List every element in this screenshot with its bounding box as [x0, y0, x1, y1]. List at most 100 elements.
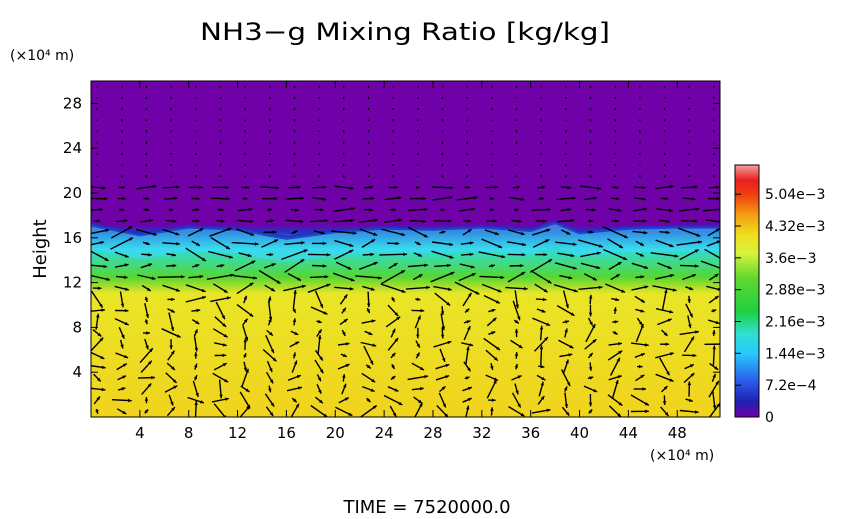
wind-vector [657, 318, 672, 326]
wind-vector [215, 301, 226, 320]
wind-vector [143, 208, 150, 212]
wind-vector [193, 374, 198, 381]
wind-vector [266, 360, 273, 373]
wind-vector [588, 294, 593, 305]
wind-vector [655, 373, 674, 382]
wind-vector [162, 228, 180, 236]
y-tick-label: 8 [72, 318, 82, 336]
wind-vector [114, 251, 129, 258]
wind-vector [485, 349, 499, 362]
wind-vector [361, 319, 376, 324]
wind-vector [162, 284, 181, 292]
wind-vector [316, 374, 322, 382]
wind-vector [239, 391, 251, 409]
wind-vector [712, 330, 716, 336]
wind-vector [483, 337, 501, 351]
wind-vector [635, 252, 645, 257]
wind-vector [362, 285, 375, 291]
wind-vector [435, 375, 450, 381]
wind-vector [162, 242, 180, 246]
wind-vector [117, 375, 127, 381]
wind-vector [454, 281, 480, 295]
wind-vector [238, 252, 252, 258]
wind-vector [385, 316, 401, 328]
wind-vector [632, 207, 648, 212]
y-tick-label: 16 [63, 229, 82, 247]
wind-vector [291, 360, 298, 373]
wind-vector [194, 352, 198, 359]
wind-vector [242, 196, 248, 201]
wind-vector [700, 260, 720, 269]
wind-vector [268, 296, 272, 303]
wind-vector [508, 196, 525, 201]
colorbar [734, 164, 760, 418]
wind-vector [683, 336, 695, 353]
wind-vector [290, 330, 299, 336]
wind-vector [380, 283, 406, 293]
wind-vector [631, 285, 649, 291]
wind-vector [285, 219, 304, 224]
wind-vector [116, 362, 128, 371]
x-tick-label: 12 [228, 424, 247, 442]
wind-vector [144, 303, 149, 319]
wind-vector [405, 285, 430, 290]
wind-vector [188, 274, 204, 279]
wind-vector [165, 372, 178, 384]
wind-vector [116, 408, 127, 415]
wind-vector [140, 263, 153, 269]
wind-vector [680, 219, 698, 223]
x-tick-label: 24 [375, 424, 394, 442]
wind-vector [682, 273, 697, 281]
wind-vector [486, 379, 498, 399]
wind-vector [92, 329, 102, 337]
wind-vector [283, 284, 306, 292]
wind-vector [292, 308, 297, 314]
wind-vector [235, 228, 255, 236]
wind-vector [555, 241, 577, 246]
wind-vector [511, 392, 522, 408]
wind-vector [660, 196, 669, 201]
wind-vector [583, 385, 598, 393]
wind-vector [289, 341, 300, 348]
wind-vector [635, 374, 645, 382]
wind-vector [588, 408, 593, 414]
wind-vector [706, 285, 720, 291]
x-tick-label: 8 [184, 424, 194, 442]
wind-vector [185, 284, 206, 293]
wind-vector [434, 292, 451, 307]
wind-vectors [91, 85, 720, 417]
wind-vector [676, 240, 702, 246]
wind-vector [311, 185, 327, 189]
wind-vector [679, 330, 700, 336]
wind-vector [465, 405, 470, 417]
wind-vector [564, 386, 568, 392]
wind-vector [262, 196, 278, 201]
wind-vector [110, 237, 134, 250]
wind-vector [141, 284, 152, 292]
wind-vector [633, 185, 646, 190]
wind-vector [553, 284, 578, 293]
wind-vector [164, 196, 179, 200]
wind-vector [117, 196, 126, 201]
wind-vector [657, 262, 672, 270]
wind-vector [537, 395, 545, 405]
wind-vector [144, 319, 148, 325]
wind-vector [162, 185, 180, 189]
wind-vector [212, 185, 229, 190]
wind-vector [407, 263, 428, 268]
wind-vector [281, 249, 308, 261]
wind-vector [662, 395, 667, 406]
wind-vector [464, 308, 470, 314]
wind-vector [514, 328, 519, 338]
wind-vector [603, 248, 628, 261]
x-tick-label: 48 [668, 424, 687, 442]
wind-vector [630, 409, 649, 414]
wind-vector [117, 387, 126, 391]
colorbar-tick-label: 3.6e−3 [765, 251, 817, 267]
wind-vector [114, 263, 129, 268]
wind-vector [363, 208, 374, 212]
wind-vector [144, 397, 149, 404]
colorbar-tick-label: 5.04e−3 [765, 187, 825, 203]
wind-vector [91, 197, 108, 201]
wind-vector [291, 397, 298, 403]
